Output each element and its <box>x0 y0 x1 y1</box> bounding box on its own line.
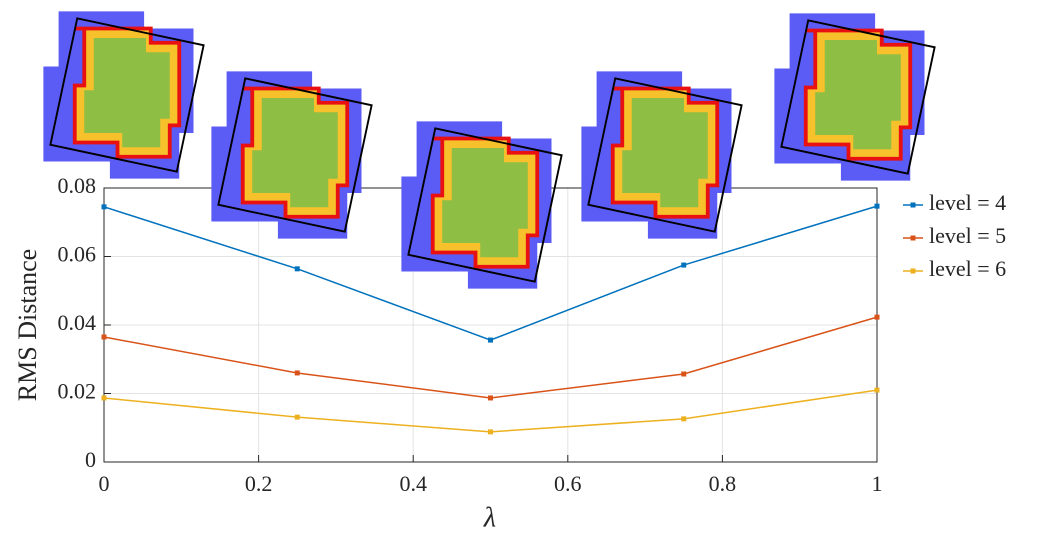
y-tick-label: 0.08 <box>58 173 97 198</box>
inset <box>41 9 206 181</box>
x-tick-label: 0.6 <box>554 471 582 496</box>
y-tick-label: 0.02 <box>58 379 97 404</box>
legend-label: level = 5 <box>929 223 1006 248</box>
x-tick-label: 0.2 <box>245 471 273 496</box>
marker <box>294 266 300 272</box>
y-tick-label: 0.04 <box>58 310 97 335</box>
x-tick-label: 0 <box>99 471 110 496</box>
inset <box>772 11 937 183</box>
marker <box>101 395 107 401</box>
legend-marker <box>910 202 916 208</box>
y-tick-label: 0 <box>85 447 96 472</box>
y-axis-label: RMS Distance <box>13 249 42 401</box>
legend-label: level = 6 <box>929 256 1006 281</box>
x-tick-label: 0.8 <box>709 471 737 496</box>
marker <box>874 314 880 320</box>
legend-label: level = 4 <box>929 190 1006 215</box>
marker <box>681 371 687 377</box>
legend-marker <box>910 268 916 274</box>
x-tick-label: 0.4 <box>399 471 427 496</box>
marker <box>488 395 493 401</box>
marker <box>681 416 687 422</box>
marker <box>101 334 107 340</box>
y-tick-label: 0.06 <box>58 242 97 267</box>
marker <box>294 370 300 376</box>
legend-marker <box>910 235 916 241</box>
marker <box>101 204 107 210</box>
marker <box>681 262 687 268</box>
marker <box>488 337 493 343</box>
marker <box>874 387 880 393</box>
marker <box>488 429 493 435</box>
marker <box>294 414 300 420</box>
x-tick-label: 1 <box>872 471 883 496</box>
x-axis-label: λ <box>483 502 496 533</box>
marker <box>874 203 880 209</box>
